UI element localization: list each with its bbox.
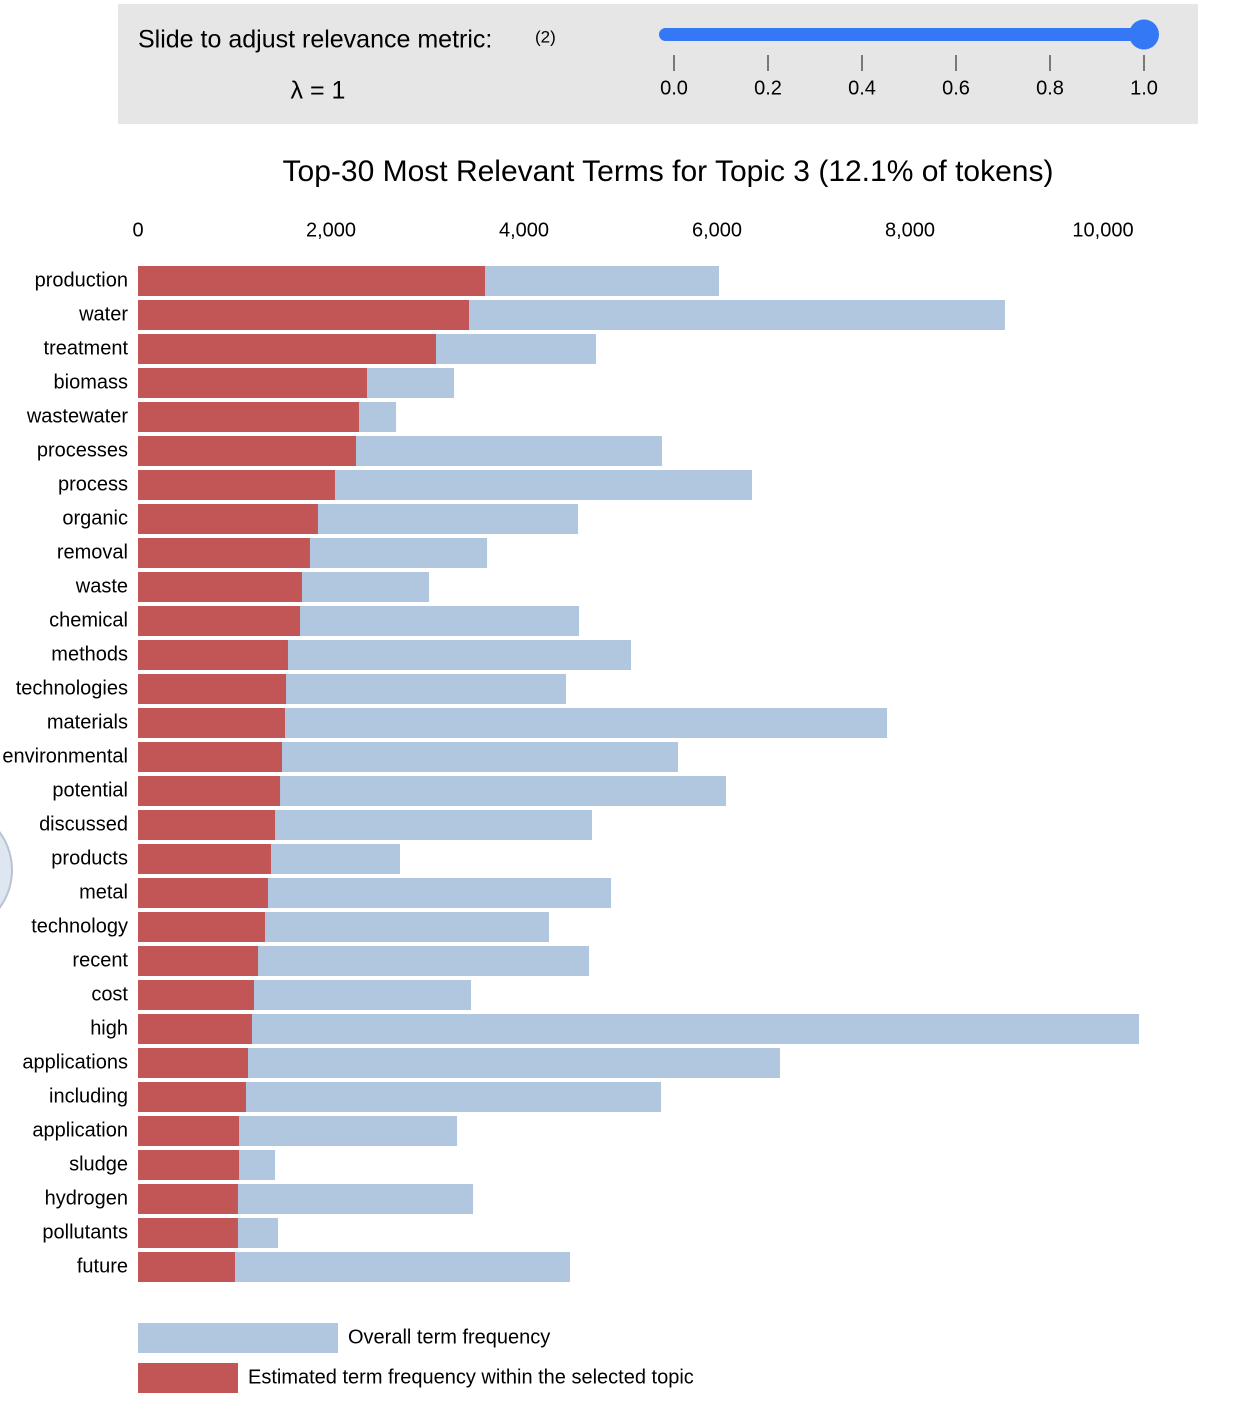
term-label[interactable]: production — [35, 269, 128, 291]
slider-track[interactable] — [659, 28, 1147, 41]
term-label[interactable]: products — [51, 847, 128, 869]
bar[interactable] — [138, 1252, 235, 1282]
bar[interactable] — [138, 844, 271, 874]
slider-tick-label: 0.8 — [1036, 77, 1064, 99]
term-label[interactable]: future — [77, 1255, 128, 1277]
term-label[interactable]: methods — [51, 643, 128, 665]
bar[interactable] — [138, 912, 265, 942]
slider-thumb[interactable] — [1129, 19, 1159, 50]
bar[interactable] — [138, 742, 282, 772]
term-label[interactable]: cost — [91, 983, 128, 1005]
x-tick-label: 6,000 — [692, 219, 742, 241]
term-label[interactable]: materials — [47, 711, 128, 733]
x-tick-label: 4,000 — [499, 219, 549, 241]
slider-tick-label: 0.2 — [754, 77, 782, 99]
bar[interactable] — [138, 946, 259, 976]
x-tick-label: 2,000 — [306, 219, 356, 241]
bar[interactable] — [138, 1082, 246, 1112]
legend-swatch — [138, 1363, 238, 1393]
term-label[interactable]: waste — [75, 575, 128, 597]
bar[interactable] — [138, 368, 367, 398]
term-label[interactable]: organic — [62, 507, 128, 529]
legend-swatch — [138, 1323, 338, 1353]
bar[interactable] — [138, 402, 359, 432]
bar[interactable] — [138, 436, 356, 466]
bar[interactable] — [138, 1218, 238, 1248]
bar[interactable] — [138, 674, 287, 704]
slider-tick-label: 0.0 — [660, 77, 688, 99]
term-label[interactable]: wastewater — [26, 405, 128, 427]
term-label[interactable]: technologies — [16, 677, 128, 699]
term-label[interactable]: application — [32, 1119, 128, 1141]
slider-label: Slide to adjust relevance metric: — [138, 26, 492, 54]
bar[interactable] — [138, 1014, 1139, 1044]
term-label[interactable]: pollutants — [42, 1221, 128, 1243]
chart-title: Top-30 Most Relevant Terms for Topic 3 (… — [283, 155, 1054, 188]
bar[interactable] — [138, 606, 301, 636]
legend-label: Overall term frequency — [348, 1326, 550, 1348]
term-label[interactable]: removal — [57, 541, 128, 563]
term-label[interactable]: process — [58, 473, 128, 495]
term-label[interactable]: treatment — [44, 337, 129, 359]
slider-panel — [118, 4, 1198, 124]
x-tick-label: 10,000 — [1072, 219, 1133, 241]
term-label[interactable]: high — [90, 1017, 128, 1039]
term-label[interactable]: water — [78, 303, 128, 325]
term-label[interactable]: hydrogen — [45, 1187, 128, 1209]
lambda-value: λ = 1 — [291, 77, 346, 105]
bar[interactable] — [138, 1150, 240, 1180]
slider-tick-label: 0.4 — [848, 77, 876, 99]
bar[interactable] — [138, 334, 436, 364]
bar[interactable] — [138, 538, 310, 568]
bar[interactable] — [138, 300, 469, 330]
slider-tick-label: 1.0 — [1130, 77, 1158, 99]
term-label[interactable]: biomass — [54, 371, 128, 393]
slider-note[interactable]: (2) — [535, 27, 556, 46]
term-label[interactable]: chemical — [49, 609, 128, 631]
term-label[interactable]: processes — [37, 439, 128, 461]
bar[interactable] — [138, 1048, 249, 1078]
bar[interactable] — [138, 878, 268, 908]
bar[interactable] — [138, 1116, 240, 1146]
bar[interactable] — [138, 470, 335, 500]
bar[interactable] — [138, 504, 318, 534]
term-label[interactable]: metal — [79, 881, 128, 903]
slider-tick-label: 0.6 — [942, 77, 970, 99]
term-label[interactable]: including — [49, 1085, 128, 1107]
bar[interactable] — [138, 708, 285, 738]
bar[interactable] — [138, 810, 276, 840]
term-label[interactable]: applications — [22, 1051, 128, 1073]
bar[interactable] — [138, 640, 288, 670]
bar[interactable] — [138, 1014, 252, 1044]
term-label[interactable]: discussed — [39, 813, 128, 835]
bar[interactable] — [138, 266, 486, 296]
term-label[interactable]: technology — [31, 915, 128, 937]
bar[interactable] — [138, 980, 254, 1010]
legend-label: Estimated term frequency within the sele… — [248, 1366, 694, 1388]
bar[interactable] — [138, 1184, 238, 1214]
x-tick-label: 0 — [132, 219, 143, 241]
bar[interactable] — [138, 776, 281, 806]
term-label[interactable]: environmental — [2, 745, 128, 767]
term-label[interactable]: sludge — [69, 1153, 128, 1175]
term-label[interactable]: potential — [52, 779, 128, 801]
x-tick-label: 8,000 — [885, 219, 935, 241]
topic-circle[interactable] — [0, 806, 13, 934]
bar[interactable] — [138, 572, 302, 602]
term-label[interactable]: recent — [72, 949, 128, 971]
